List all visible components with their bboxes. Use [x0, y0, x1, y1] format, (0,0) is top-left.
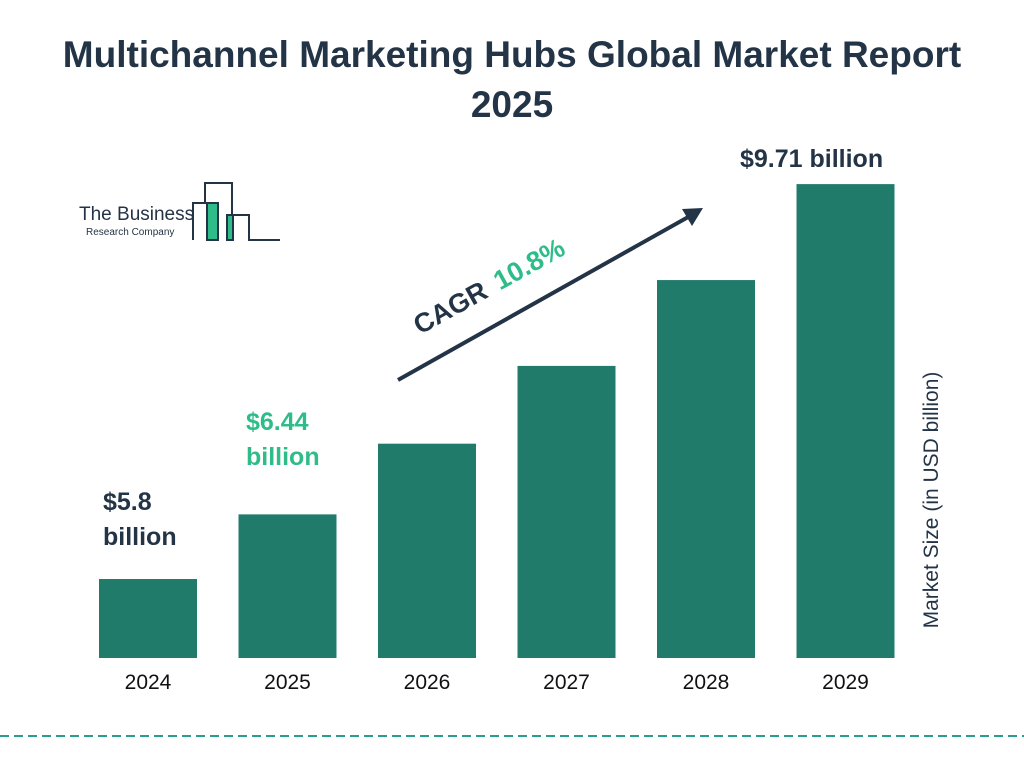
bar-2028 — [657, 280, 755, 658]
logo-text-line1: The Business — [79, 204, 195, 225]
cagr-text: CAGR — [408, 275, 492, 340]
bar-2027 — [517, 365, 616, 658]
cagr-arrow — [397, 208, 703, 382]
x-tick-label: 2029 — [822, 671, 869, 694]
x-tick-label: 2028 — [683, 671, 730, 694]
cagr-label: CAGR10.8% — [408, 233, 570, 341]
logo-icon — [192, 182, 280, 241]
x-tick-label: 2026 — [404, 671, 451, 694]
x-tick-label: 2024 — [125, 671, 172, 694]
bar-2026 — [378, 443, 476, 658]
bar-2029 — [796, 184, 895, 658]
bar-2025 — [238, 514, 337, 658]
cagr-value: 10.8% — [488, 233, 570, 296]
logo-text-line2: Research Company — [86, 227, 175, 238]
chart-title: Multichannel Marketing Hubs Global Marke… — [62, 34, 962, 125]
x-tick-label: 2027 — [543, 671, 590, 694]
bar-2024 — [99, 579, 197, 658]
data-label-2024: $5.8 billion — [103, 488, 177, 551]
x-tick-label: 2025 — [264, 671, 311, 694]
data-label-2029: $9.71 billion — [740, 145, 884, 173]
data-label-2025: $6.44 billion — [246, 408, 320, 471]
